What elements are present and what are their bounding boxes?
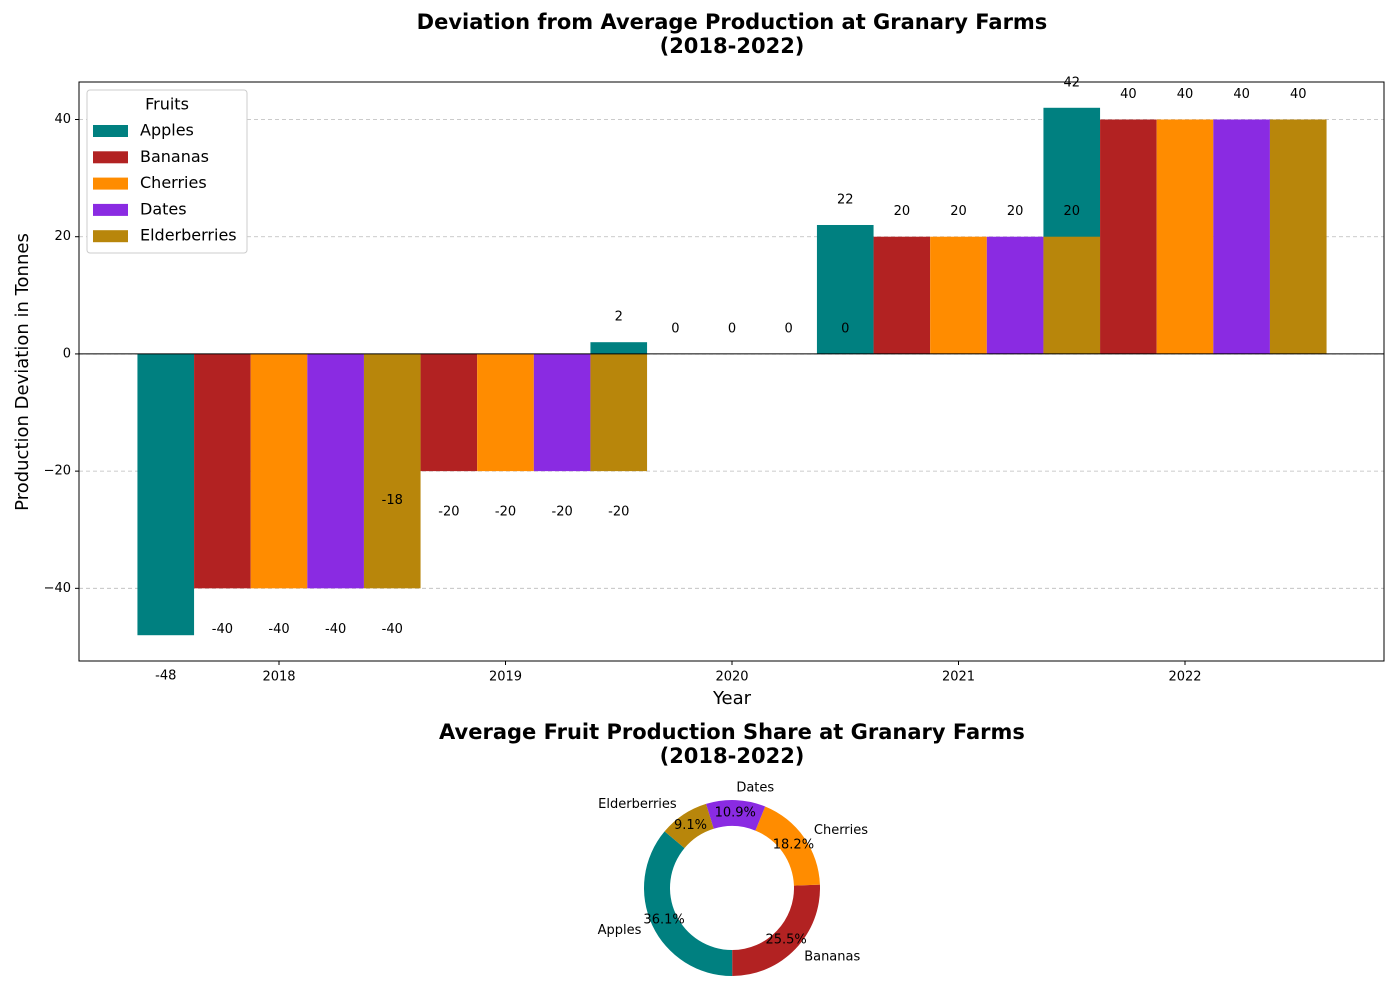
y-tick-label: 40 [54, 112, 71, 127]
donut-slice [644, 831, 733, 976]
value-label: -40 [325, 622, 346, 637]
x-tick-label: 2022 [1168, 670, 1201, 685]
x-tick-label: 2021 [942, 670, 975, 685]
value-label: 2 [615, 310, 623, 325]
x-axis-label: Year [712, 688, 752, 709]
percent-label: 18.2% [773, 837, 814, 852]
slice-label: Elderberries [598, 797, 677, 812]
slice-label: Cherries [814, 823, 868, 838]
value-label: -40 [212, 622, 233, 637]
legend-swatch [93, 177, 128, 190]
legend-label: Cherries [140, 173, 207, 192]
x-tick-label: 2018 [262, 670, 295, 685]
value-label: -18 [382, 493, 403, 508]
value-label: 22 [837, 192, 854, 207]
slice-label: Dates [736, 781, 774, 796]
percent-label: 36.1% [643, 912, 684, 927]
slice-label: Bananas [804, 950, 860, 965]
bar [420, 353, 478, 472]
legend-label: Apples [140, 121, 194, 140]
bar [873, 236, 931, 354]
bar [137, 353, 195, 636]
value-label: -40 [268, 622, 289, 637]
value-label: 40 [1290, 87, 1307, 102]
legend-label: Bananas [140, 147, 209, 166]
bar [477, 353, 534, 472]
value-label: 42 [1063, 75, 1080, 90]
value-label: 40 [1177, 87, 1194, 102]
legend-label: Dates [140, 199, 187, 218]
donut-slice [755, 806, 820, 886]
y-tick-label: 0 [63, 346, 71, 361]
value-label: -20 [438, 505, 459, 520]
donut-slice [664, 803, 714, 849]
bar [533, 353, 591, 472]
value-label: 0 [671, 321, 679, 336]
value-label: 20 [894, 204, 911, 219]
bar [986, 236, 1044, 354]
legend-swatch [93, 230, 128, 243]
y-tick-label: −40 [44, 581, 71, 596]
y-tick-label: −20 [44, 464, 71, 479]
bar [1269, 119, 1327, 354]
x-tick-label: 2020 [715, 670, 748, 685]
value-label: 0 [841, 321, 849, 336]
percent-label: 25.5% [765, 932, 806, 947]
value-label: -20 [495, 505, 516, 520]
bar [307, 353, 364, 589]
value-label: 0 [784, 321, 792, 336]
value-label: 0 [728, 321, 736, 336]
bar [363, 353, 421, 589]
legend-swatch [93, 125, 128, 137]
y-tick-label: 20 [54, 229, 71, 244]
bar [1100, 119, 1157, 354]
legend-title: Fruits [145, 95, 189, 114]
slice-label: Apples [598, 923, 642, 938]
value-label: -40 [382, 622, 403, 637]
legend-swatch [93, 151, 128, 164]
value-label: -20 [608, 505, 629, 520]
chart-title: Deviation from Average Production at Gra… [417, 10, 1048, 58]
donut-slice [732, 884, 821, 976]
bar [1156, 119, 1214, 354]
chart-title: Average Fruit Production Share at Granar… [439, 720, 1025, 768]
value-label: -20 [552, 505, 573, 520]
bar [250, 353, 308, 589]
bar [816, 224, 874, 354]
bar [930, 236, 987, 354]
y-axis-label: Production Deviation in Tonnes [12, 233, 33, 511]
legend-swatch [93, 203, 128, 216]
value-label: -48 [155, 669, 176, 684]
percent-label: 10.9% [715, 806, 756, 821]
value-label: 20 [1063, 204, 1080, 219]
percent-label: 9.1% [674, 818, 707, 833]
donut-slice [706, 800, 766, 831]
bar [590, 353, 648, 472]
bar [1043, 236, 1101, 354]
bar [590, 342, 648, 354]
value-label: 40 [1233, 87, 1250, 102]
x-tick-label: 2019 [489, 670, 522, 685]
bar [194, 353, 251, 589]
bar [1213, 119, 1270, 354]
value-label: 20 [950, 204, 967, 219]
legend-label: Elderberries [140, 226, 237, 245]
value-label: 20 [1007, 204, 1024, 219]
value-label: 40 [1120, 87, 1137, 102]
